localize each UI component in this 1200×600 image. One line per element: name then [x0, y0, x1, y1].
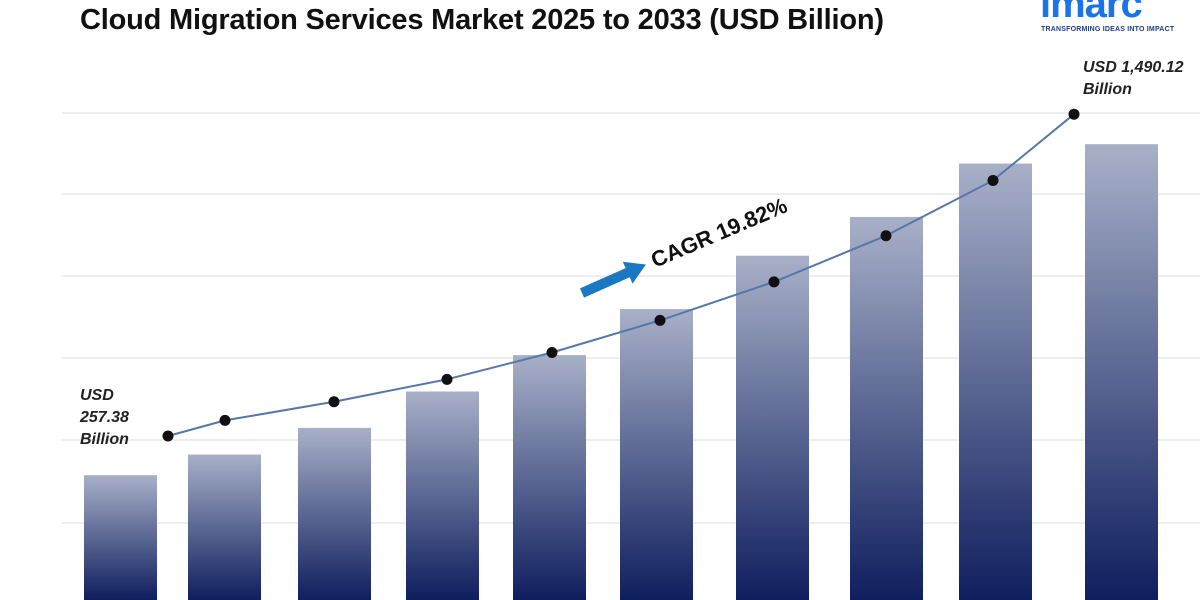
bar [298, 427, 371, 600]
bar [84, 475, 157, 600]
bar [1085, 144, 1158, 600]
start-value-label: USD 257.38 Billion [80, 387, 129, 448]
trend-point [162, 430, 174, 442]
imarc-logo: imarc TRANSFORMING IDEAS INTO IMPACT [1038, 0, 1200, 38]
trend-point [441, 373, 453, 385]
bar [850, 216, 923, 600]
bar [620, 309, 693, 600]
trend-point [654, 314, 666, 326]
bar [513, 355, 586, 600]
trend-point [768, 276, 780, 288]
trend-line-series [162, 108, 1080, 442]
logo-wordmark: imarc [1040, 0, 1143, 26]
trend-point [219, 414, 231, 426]
bar [736, 255, 809, 600]
logo-tagline: TRANSFORMING IDEAS INTO IMPACT [1041, 26, 1175, 33]
trend-point [987, 174, 999, 186]
bar [188, 454, 261, 600]
end-value-label: USD 1,490.12 Billion [1083, 59, 1184, 98]
arrow-shape [579, 261, 646, 298]
chart-title: Cloud Migration Services Market 2025 to … [80, 4, 884, 36]
trend-point [880, 230, 892, 242]
trend-line [167, 113, 1075, 437]
trend-point [546, 347, 558, 359]
bar [959, 163, 1032, 600]
trend-point [1068, 108, 1080, 120]
cagr-arrow-icon [579, 261, 646, 298]
bar-series [84, 144, 1158, 600]
trend-point [328, 396, 340, 408]
bar [406, 391, 479, 600]
